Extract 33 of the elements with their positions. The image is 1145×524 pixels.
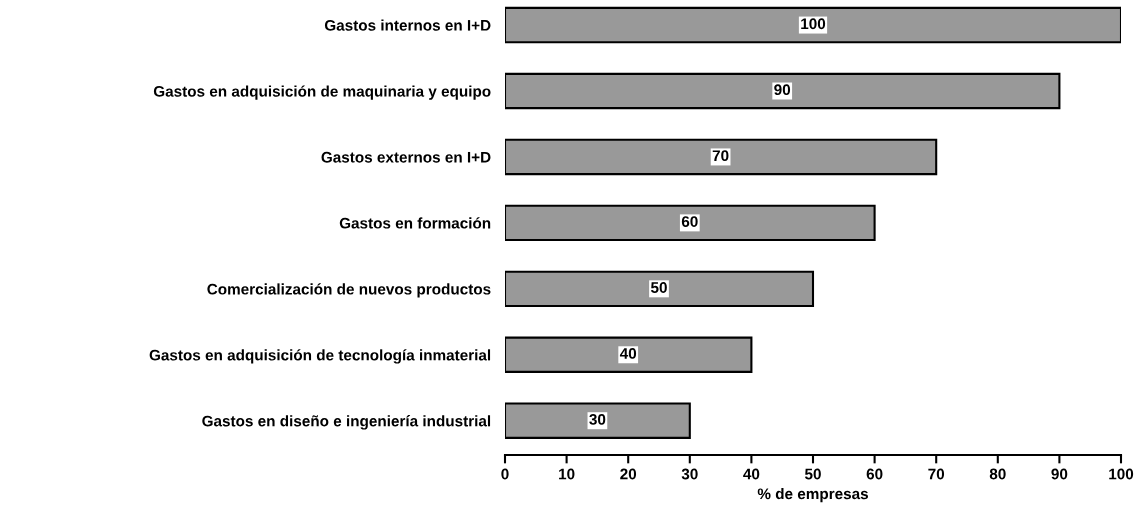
x-tick-label: 20	[620, 468, 637, 480]
y-tick-label: Gastos externos en I+D	[321, 151, 491, 163]
y-tick-label: Gastos en formación	[339, 217, 491, 229]
data-label: 90	[774, 84, 791, 96]
x-tick-label: 50	[804, 468, 821, 480]
data-label: 60	[681, 216, 698, 227]
y-tick-label: Gastos en diseño e ingeniería industrial	[202, 415, 491, 430]
data-label: 40	[619, 348, 637, 359]
x-tick-label: 100	[1109, 468, 1134, 480]
data-label: 100	[801, 18, 826, 30]
x-tick-label: 90	[1051, 468, 1068, 480]
bar	[505, 6, 1121, 44]
bar	[505, 270, 815, 308]
x-tick-label: 30	[681, 468, 698, 480]
bar	[505, 72, 1061, 110]
x-tick-label: 80	[989, 468, 1006, 480]
bar	[505, 402, 691, 439]
data-label: 50	[650, 282, 667, 293]
y-tick-label: Gastos en adquisición de maquinaria y equipo	[153, 85, 491, 100]
x-tick-label: 0	[501, 468, 509, 480]
x-axis-title: % de empresas	[757, 487, 868, 503]
y-tick-label: Gastos en adquisición de tecnología inmaterial	[149, 349, 491, 364]
bar	[505, 204, 876, 242]
bar	[505, 138, 938, 176]
x-tick-label: 70	[928, 468, 945, 480]
bar	[505, 336, 753, 373]
y-tick-label: Gastos internos en I+D	[324, 19, 491, 31]
data-label: 30	[589, 413, 606, 425]
x-tick-label: 40	[743, 468, 760, 480]
x-tick-label: 10	[559, 468, 575, 480]
data-label: 70	[712, 150, 729, 162]
x-tick-label: 60	[866, 468, 883, 480]
y-tick-label: Comercialización de nuevos productos	[207, 283, 491, 298]
